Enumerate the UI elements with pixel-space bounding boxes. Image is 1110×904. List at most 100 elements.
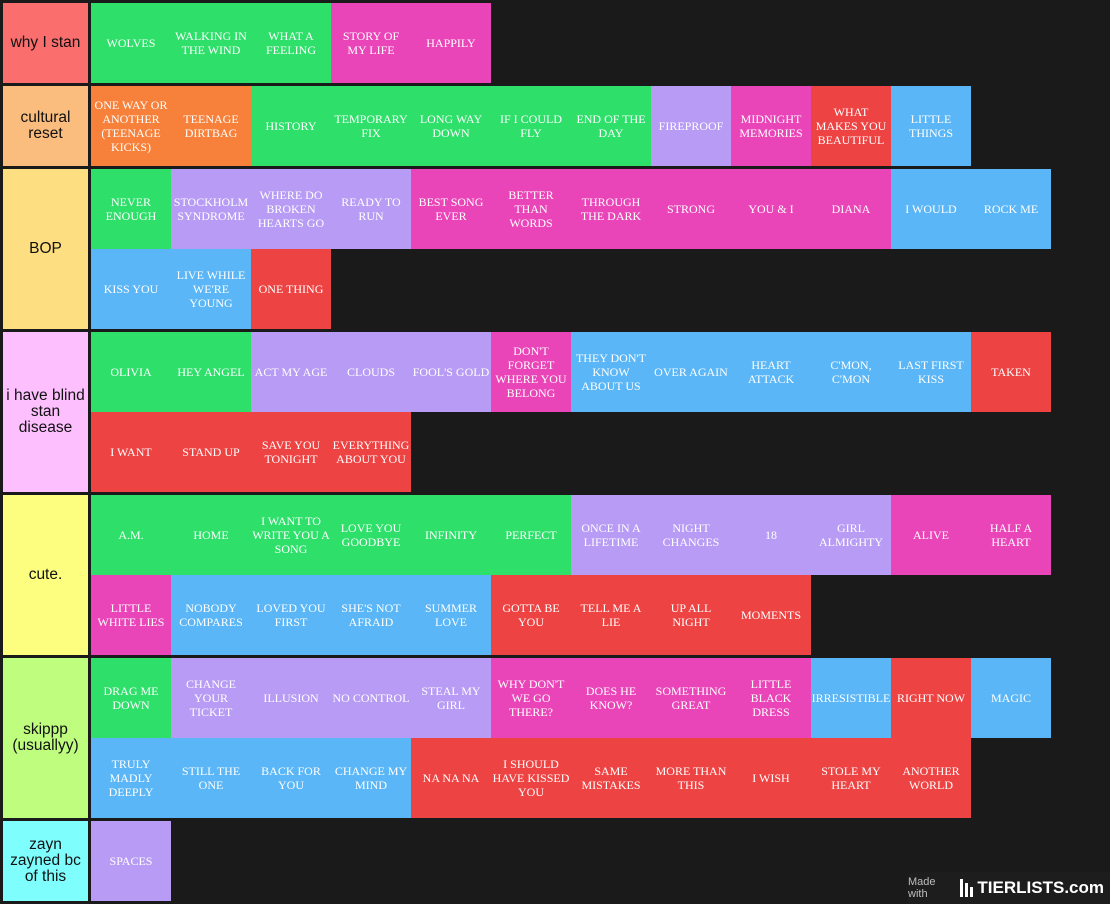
song-tile[interactable]: IRRESISTIBLE xyxy=(811,658,891,738)
song-tile[interactable]: STILL THE ONE xyxy=(171,738,251,818)
song-tile[interactable]: INFINITY xyxy=(411,495,491,575)
song-tile[interactable]: HISTORY xyxy=(251,86,331,166)
song-tile[interactable]: SUMMER LOVE xyxy=(411,575,491,655)
song-tile[interactable]: READY TO RUN xyxy=(331,169,411,249)
song-tile[interactable]: HEART ATTACK xyxy=(731,332,811,412)
song-tile[interactable]: IF I COULD FLY xyxy=(491,86,571,166)
song-tile[interactable]: NEVER ENOUGH xyxy=(91,169,171,249)
song-tile[interactable]: WHERE DO BROKEN HEARTS GO xyxy=(251,169,331,249)
song-tile[interactable]: BETTER THAN WORDS xyxy=(491,169,571,249)
song-tile[interactable]: TEMPORARY FIX xyxy=(331,86,411,166)
song-tile[interactable]: LIVE WHILE WE'RE YOUNG xyxy=(171,249,251,329)
song-tile[interactable]: STOCKHOLM SYNDROME xyxy=(171,169,251,249)
song-tile[interactable]: CHANGE YOUR TICKET xyxy=(171,658,251,738)
song-tile[interactable]: DRAG ME DOWN xyxy=(91,658,171,738)
song-tile[interactable]: ALIVE xyxy=(891,495,971,575)
song-tile[interactable]: HOME xyxy=(171,495,251,575)
song-tile[interactable]: MORE THAN THIS xyxy=(651,738,731,818)
song-tile[interactable]: MIDNIGHT MEMORIES xyxy=(731,86,811,166)
song-tile[interactable]: WHAT A FEELING xyxy=(251,3,331,83)
song-tile[interactable]: BEST SONG EVER xyxy=(411,169,491,249)
song-tile[interactable]: GIRL ALMIGHTY xyxy=(811,495,891,575)
song-tile[interactable]: TRULY MADLY DEEPLY xyxy=(91,738,171,818)
song-tile[interactable]: CLOUDS xyxy=(331,332,411,412)
song-tile[interactable]: ONE THING xyxy=(251,249,331,329)
song-tile[interactable]: EVERYTHING ABOUT YOU xyxy=(331,412,411,492)
song-tile[interactable]: MOMENTS xyxy=(731,575,811,655)
song-tile[interactable]: ONCE IN A LIFETIME xyxy=(571,495,651,575)
song-tile[interactable]: NOBODY COMPARES xyxy=(171,575,251,655)
song-tile[interactable]: SAVE YOU TONIGHT xyxy=(251,412,331,492)
song-tile[interactable]: HAPPILY xyxy=(411,3,491,83)
song-tile[interactable]: LITTLE WHITE LIES xyxy=(91,575,171,655)
tier-label[interactable]: why I stan xyxy=(3,3,88,83)
song-tile[interactable]: GOTTA BE YOU xyxy=(491,575,571,655)
song-tile[interactable]: NA NA NA xyxy=(411,738,491,818)
song-tile[interactable]: LAST FIRST KISS xyxy=(891,332,971,412)
song-tile[interactable]: PERFECT xyxy=(491,495,571,575)
song-tile[interactable]: THROUGH THE DARK xyxy=(571,169,651,249)
song-tile[interactable]: YOU & I xyxy=(731,169,811,249)
song-tile[interactable]: DON'T FORGET WHERE YOU BELONG xyxy=(491,332,571,412)
song-tile[interactable]: RIGHT NOW xyxy=(891,658,971,738)
song-tile[interactable]: ONE WAY OR ANOTHER (TEENAGE KICKS) xyxy=(91,86,171,166)
song-tile[interactable]: DOES HE KNOW? xyxy=(571,658,651,738)
song-tile[interactable]: LOVE YOU GOODBYE xyxy=(331,495,411,575)
song-tile[interactable]: LOVED YOU FIRST xyxy=(251,575,331,655)
song-tile[interactable]: LONG WAY DOWN xyxy=(411,86,491,166)
song-tile[interactable]: STAND UP xyxy=(171,412,251,492)
song-tile[interactable]: ROCK ME xyxy=(971,169,1051,249)
song-tile[interactable]: NO CONTROL xyxy=(331,658,411,738)
song-tile[interactable]: STOLE MY HEART xyxy=(811,738,891,818)
tier-label[interactable]: cultural reset xyxy=(3,86,88,166)
song-tile[interactable]: STRONG xyxy=(651,169,731,249)
song-tile[interactable]: OVER AGAIN xyxy=(651,332,731,412)
song-tile[interactable]: OLIVIA xyxy=(91,332,171,412)
song-tile[interactable]: TEENAGE DIRTBAG xyxy=(171,86,251,166)
song-tile[interactable]: FOOL'S GOLD xyxy=(411,332,491,412)
song-tile[interactable]: I SHOULD HAVE KISSED YOU xyxy=(491,738,571,818)
song-tile[interactable]: WHY DON'T WE GO THERE? xyxy=(491,658,571,738)
song-tile[interactable]: TELL ME A LIE xyxy=(571,575,651,655)
song-tile[interactable]: TAKEN xyxy=(971,332,1051,412)
song-tile[interactable]: A.M. xyxy=(91,495,171,575)
song-tile[interactable]: ILLUSION xyxy=(251,658,331,738)
song-tile[interactable]: I WANT TO WRITE YOU A SONG xyxy=(251,495,331,575)
song-tile[interactable]: I WISH xyxy=(731,738,811,818)
song-tile[interactable]: SPACES xyxy=(91,821,171,901)
song-tile[interactable]: STEAL MY GIRL xyxy=(411,658,491,738)
tier-label[interactable]: BOP xyxy=(3,169,88,329)
song-tile[interactable]: SAME MISTAKES xyxy=(571,738,651,818)
song-tile[interactable]: UP ALL NIGHT xyxy=(651,575,731,655)
tier-label[interactable]: zayn zayned bc of this xyxy=(3,821,88,901)
song-tile[interactable]: END OF THE DAY xyxy=(571,86,651,166)
song-tile[interactable]: LITTLE BLACK DRESS xyxy=(731,658,811,738)
song-tile[interactable]: DIANA xyxy=(811,169,891,249)
song-tile[interactable]: NIGHT CHANGES xyxy=(651,495,731,575)
song-tile[interactable]: HEY ANGEL xyxy=(171,332,251,412)
made-with-badge[interactable]: Made with TIERLISTS.com xyxy=(908,872,1110,904)
song-tile[interactable]: I WOULD xyxy=(891,169,971,249)
song-tile[interactable]: KISS YOU xyxy=(91,249,171,329)
tier-label[interactable]: i have blind stan disease xyxy=(3,332,88,492)
song-tile[interactable]: 18 xyxy=(731,495,811,575)
song-tile[interactable]: I WANT xyxy=(91,412,171,492)
song-tile[interactable]: BACK FOR YOU xyxy=(251,738,331,818)
song-tile[interactable]: MAGIC xyxy=(971,658,1051,738)
song-tile[interactable]: WALKING IN THE WIND xyxy=(171,3,251,83)
song-tile[interactable]: WHAT MAKES YOU BEAUTIFUL xyxy=(811,86,891,166)
song-tile[interactable]: HALF A HEART xyxy=(971,495,1051,575)
song-tile[interactable]: FIREPROOF xyxy=(651,86,731,166)
song-tile[interactable]: SOMETHING GREAT xyxy=(651,658,731,738)
tier-label[interactable]: cute. xyxy=(3,495,88,655)
song-tile[interactable]: THEY DON'T KNOW ABOUT US xyxy=(571,332,651,412)
song-tile[interactable]: ACT MY AGE xyxy=(251,332,331,412)
song-tile[interactable]: WOLVES xyxy=(91,3,171,83)
song-tile[interactable]: ANOTHER WORLD xyxy=(891,738,971,818)
song-tile[interactable]: CHANGE MY MIND xyxy=(331,738,411,818)
song-tile[interactable]: LITTLE THINGS xyxy=(891,86,971,166)
song-tile[interactable]: STORY OF MY LIFE xyxy=(331,3,411,83)
song-tile[interactable]: SHE'S NOT AFRAID xyxy=(331,575,411,655)
tier-label[interactable]: skippp (usuallyy) xyxy=(3,658,88,818)
song-tile[interactable]: C'MON, C'MON xyxy=(811,332,891,412)
